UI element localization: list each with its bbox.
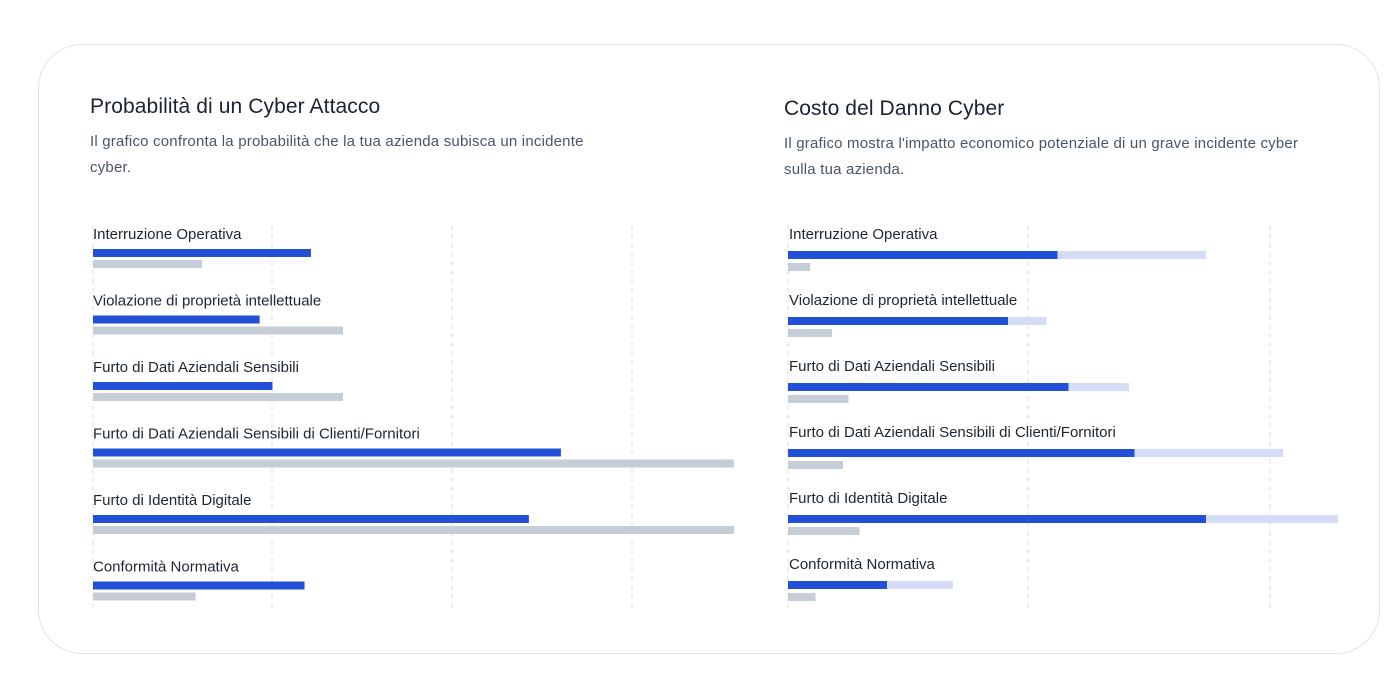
category-label: Violazione di proprietà intellettuale	[93, 293, 321, 310]
bar-secondary	[93, 326, 343, 335]
category-group: Furto di Dati Aziendali Sensibili di Cli…	[788, 424, 1283, 469]
bar-primary	[788, 383, 1069, 391]
bar-secondary	[788, 527, 860, 535]
category-group: Conformità Normativa	[93, 559, 305, 601]
category-label: Furto di Dati Aziendali Sensibili	[789, 358, 995, 375]
category-group: Furto di Dati Aziendali Sensibili	[788, 358, 1129, 403]
category-group: Violazione di proprietà intellettuale	[788, 292, 1047, 337]
panel-title: Costo del Danno Cyber	[784, 97, 1005, 120]
bar-secondary	[788, 329, 832, 337]
category-label: Furto di Identità Digitale	[93, 492, 251, 509]
bar-primary	[788, 251, 1058, 259]
category-label: Conformità Normativa	[93, 559, 240, 576]
category-label: Interruzione Operativa	[789, 226, 938, 243]
bar-primary	[93, 382, 273, 390]
category-group: Furto di Identità Digitale	[788, 490, 1338, 535]
category-label: Interruzione Operativa	[93, 226, 242, 243]
category-group: Violazione di proprietà intellettuale	[93, 293, 343, 335]
category-group: Interruzione Operativa	[93, 226, 311, 268]
panel-title: Probabilità di un Cyber Attacco	[90, 95, 381, 118]
category-group: Furto di Dati Aziendali Sensibili di Cli…	[93, 426, 734, 468]
bar-primary	[93, 249, 311, 257]
bar-secondary	[93, 393, 343, 401]
attack-probability-chart: Interruzione Operativa Violazione di prop…	[92, 225, 734, 611]
bar-secondary	[93, 592, 196, 601]
bar-secondary	[93, 526, 734, 534]
category-label: Violazione di proprietà intellettuale	[789, 292, 1017, 309]
bar-secondary	[788, 395, 849, 403]
damage-cost-chart: Interruzione Operativa Violazione di prop…	[787, 225, 1338, 611]
bar-secondary	[93, 260, 202, 268]
bar-secondary	[788, 461, 843, 469]
category-label: Conformità Normativa	[789, 556, 936, 573]
charts-card: Probabilità di un Cyber Attacco Il grafi…	[38, 44, 1380, 654]
bar-primary	[93, 581, 305, 590]
category-label: Furto di Dati Aziendali Sensibili di Cli…	[93, 426, 420, 443]
category-group: Conformità Normativa	[788, 556, 953, 601]
bar-secondary	[788, 593, 816, 601]
bar-secondary	[788, 263, 810, 271]
category-label: Furto di Identità Digitale	[789, 490, 947, 507]
bar-primary	[93, 315, 260, 324]
panel-description: Il grafico mostra l'impatto economico po…	[784, 135, 1299, 178]
bar-primary	[788, 581, 887, 589]
bar-primary	[788, 449, 1135, 457]
bar-primary	[788, 317, 1008, 325]
bar-secondary	[93, 459, 734, 468]
category-group: Furto di Dati Aziendali Sensibili	[93, 359, 343, 401]
bar-primary	[788, 515, 1206, 523]
category-label: Furto di Dati Aziendali Sensibili di Cli…	[789, 424, 1116, 441]
bar-primary	[93, 515, 529, 523]
category-group: Furto di Identità Digitale	[93, 492, 734, 534]
bar-primary	[93, 448, 561, 457]
category-group: Interruzione Operativa	[788, 226, 1206, 271]
category-label: Furto di Dati Aziendali Sensibili	[93, 359, 299, 376]
panel-description: Il grafico confronta la probabilità che …	[90, 133, 584, 176]
